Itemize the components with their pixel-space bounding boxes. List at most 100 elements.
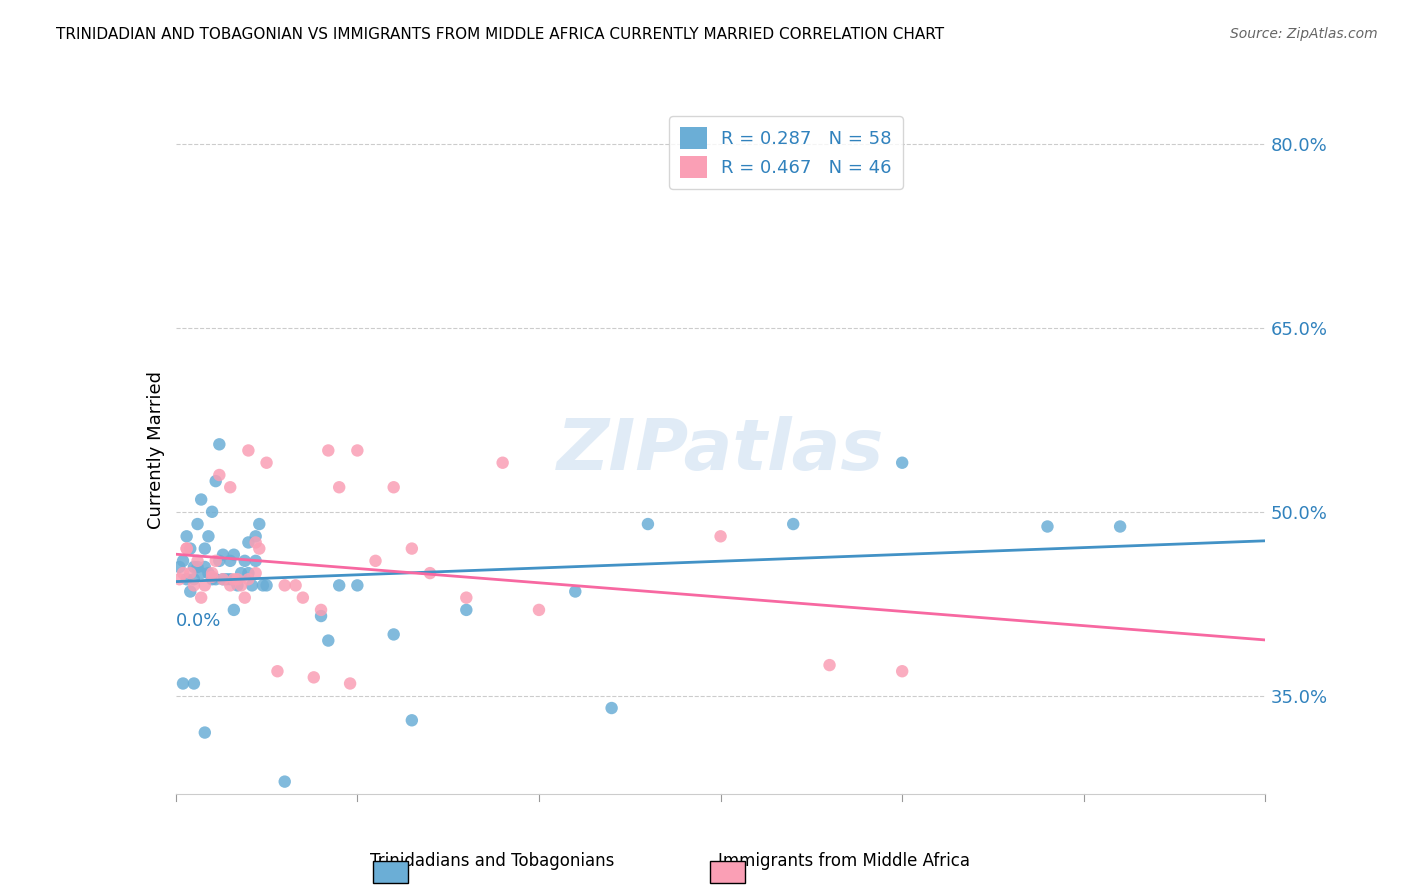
Point xyxy=(419,566,441,581)
Point xyxy=(245,529,267,543)
Point xyxy=(1109,519,1132,533)
Point xyxy=(197,529,219,543)
Point xyxy=(222,572,245,586)
Point xyxy=(233,554,256,568)
Point xyxy=(266,664,288,679)
Point xyxy=(231,566,253,581)
Point xyxy=(186,554,209,568)
Text: Immigrants from Middle Africa: Immigrants from Middle Africa xyxy=(717,852,970,870)
Point xyxy=(208,437,231,451)
Point xyxy=(346,443,368,458)
Point xyxy=(204,554,226,568)
Point xyxy=(339,676,361,690)
Point xyxy=(782,516,804,531)
Point xyxy=(169,560,191,574)
Point xyxy=(172,554,194,568)
Point xyxy=(194,560,217,574)
Point xyxy=(382,627,405,641)
Y-axis label: Currently Married: Currently Married xyxy=(146,371,165,530)
Point xyxy=(183,560,205,574)
Point xyxy=(179,566,201,581)
Text: Trinidadians and Tobagonians: Trinidadians and Tobagonians xyxy=(370,852,614,870)
Point xyxy=(284,578,307,592)
Point xyxy=(364,554,387,568)
Point xyxy=(891,456,914,470)
Point xyxy=(309,603,332,617)
Point xyxy=(190,591,212,605)
Point xyxy=(564,584,586,599)
Point xyxy=(382,480,405,494)
Point xyxy=(891,664,914,679)
Point xyxy=(256,578,278,592)
Point xyxy=(194,578,217,592)
Point xyxy=(201,566,224,581)
Point xyxy=(201,572,224,586)
Point xyxy=(238,572,260,586)
Point xyxy=(346,578,368,592)
Point xyxy=(274,774,297,789)
Text: 0.0%: 0.0% xyxy=(176,612,221,630)
Point xyxy=(172,566,194,581)
Point xyxy=(233,591,256,605)
Point xyxy=(527,603,550,617)
Point xyxy=(190,492,212,507)
Point xyxy=(219,554,242,568)
Point xyxy=(212,548,235,562)
Point xyxy=(215,572,238,586)
Point xyxy=(238,566,260,581)
Point xyxy=(600,701,623,715)
Point xyxy=(183,572,205,586)
Point xyxy=(710,529,733,543)
Point xyxy=(222,603,245,617)
Point xyxy=(456,603,478,617)
Point xyxy=(238,443,260,458)
Point xyxy=(328,578,350,592)
Point xyxy=(240,578,263,592)
Point xyxy=(291,591,314,605)
Point xyxy=(176,541,198,556)
Point xyxy=(194,541,217,556)
Point xyxy=(818,658,841,673)
Point xyxy=(204,572,226,586)
Point xyxy=(219,572,242,586)
Point xyxy=(309,609,332,624)
Point xyxy=(401,714,423,728)
Point xyxy=(247,541,270,556)
Point xyxy=(256,456,278,470)
Point xyxy=(176,529,198,543)
Point xyxy=(238,535,260,549)
Point xyxy=(245,554,267,568)
Point xyxy=(318,633,340,648)
Point xyxy=(208,554,231,568)
Point xyxy=(176,572,198,586)
Point xyxy=(186,560,209,574)
Point xyxy=(302,670,325,684)
Point xyxy=(401,541,423,556)
Point xyxy=(226,578,249,592)
Point xyxy=(208,467,231,482)
Point xyxy=(274,578,297,592)
Point xyxy=(201,505,224,519)
Point xyxy=(1036,519,1059,533)
Point xyxy=(226,572,249,586)
Point xyxy=(183,578,205,592)
Point xyxy=(190,566,212,581)
Point xyxy=(245,566,267,581)
Point xyxy=(328,480,350,494)
Text: Source: ZipAtlas.com: Source: ZipAtlas.com xyxy=(1230,27,1378,41)
Text: TRINIDADIAN AND TOBAGONIAN VS IMMIGRANTS FROM MIDDLE AFRICA CURRENTLY MARRIED CO: TRINIDADIAN AND TOBAGONIAN VS IMMIGRANTS… xyxy=(56,27,945,42)
Point xyxy=(222,548,245,562)
Point xyxy=(492,456,515,470)
Point xyxy=(179,541,201,556)
Point xyxy=(186,516,209,531)
Point xyxy=(179,584,201,599)
Legend: R = 0.287   N = 58, R = 0.467   N = 46: R = 0.287 N = 58, R = 0.467 N = 46 xyxy=(669,116,903,189)
Point xyxy=(197,566,219,581)
Point xyxy=(169,572,191,586)
Point xyxy=(212,572,235,586)
Point xyxy=(212,572,235,586)
Point xyxy=(219,578,242,592)
Point xyxy=(183,676,205,690)
Text: ZIPatlas: ZIPatlas xyxy=(557,416,884,485)
Point xyxy=(231,578,253,592)
